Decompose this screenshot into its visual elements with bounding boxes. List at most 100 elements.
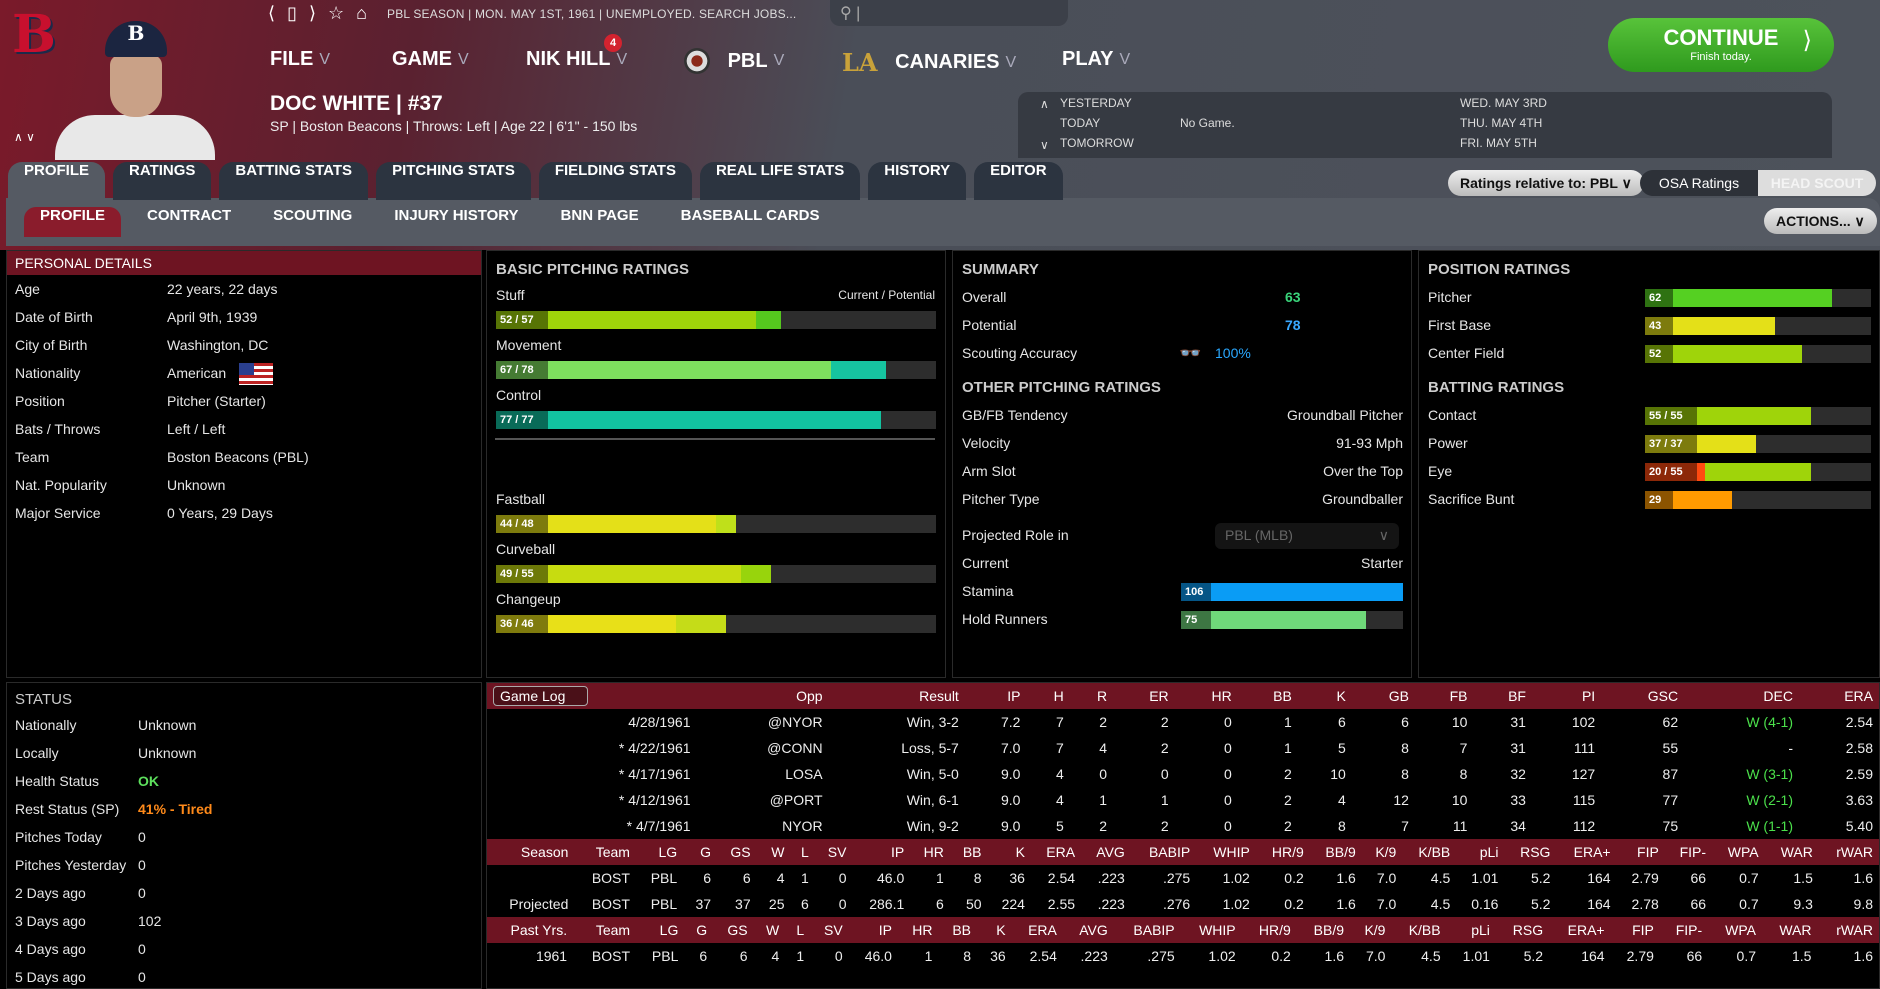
- column-header[interactable]: Team: [573, 917, 637, 943]
- column-header[interactable]: RSG: [1495, 917, 1550, 943]
- column-header[interactable]: rWAR: [1818, 839, 1879, 865]
- column-header[interactable]: AVG: [1062, 917, 1114, 943]
- column-header[interactable]: Result: [828, 683, 965, 709]
- column-header[interactable]: K: [977, 917, 1012, 943]
- star-icon[interactable]: ☆: [327, 3, 345, 23]
- column-header[interactable]: IP: [848, 917, 898, 943]
- down-arrow-icon[interactable]: ∨: [1040, 138, 1049, 152]
- table-row[interactable]: 1961 BOST PBL 6 6 4 1 0 46.0 1 8 36 2.54.223.275 1.02…: [487, 943, 1879, 969]
- tab-batting-stats[interactable]: BATTING STATS: [219, 162, 369, 200]
- subtab-baseball-cards[interactable]: BASEBALL CARDS: [680, 207, 820, 224]
- menu-team[interactable]: LA CANARIES V: [842, 48, 1017, 77]
- column-header[interactable]: IP: [964, 683, 1027, 709]
- column-header[interactable]: rWAR: [1817, 917, 1879, 943]
- column-header[interactable]: pLi: [1446, 917, 1496, 943]
- back-icon[interactable]: ⟨: [268, 3, 276, 23]
- column-header[interactable]: BABIP: [1130, 839, 1197, 865]
- tab-editor[interactable]: EDITOR: [974, 162, 1063, 200]
- column-header[interactable]: GSC: [1601, 683, 1685, 709]
- actions-button[interactable]: ACTIONS... ∨: [1764, 208, 1877, 234]
- column-header[interactable]: G: [684, 917, 714, 943]
- table-row[interactable]: BOST PBL 6 6 4 1 0 46.0 1 8 36 2.54.223.275 1.02 0.2 1…: [487, 865, 1879, 891]
- table-row[interactable]: * 4/22/1961 @CONN Loss, 5-7 7.0 7 4 2 0 1 5 8 7 31 11…: [487, 735, 1879, 761]
- column-header[interactable]: Team: [574, 839, 636, 865]
- column-header[interactable]: ERA+: [1556, 839, 1617, 865]
- column-header[interactable]: WHIP: [1196, 839, 1256, 865]
- forward-icon[interactable]: ⟩: [308, 3, 316, 23]
- column-header[interactable]: WHIP: [1180, 917, 1242, 943]
- column-header[interactable]: LG: [636, 917, 685, 943]
- menu-user[interactable]: NIK HILL V: [526, 48, 628, 70]
- column-header[interactable]: HR: [910, 839, 950, 865]
- subtab-scouting[interactable]: SCOUTING: [273, 207, 353, 224]
- column-header[interactable]: BB: [938, 917, 977, 943]
- head-scout-button[interactable]: HEAD SCOUT: [1758, 170, 1876, 196]
- table-row[interactable]: * 4/17/1961 LOSA Win, 5-0 9.0 4 0 0 0 2 10 8 8 32 127…: [487, 761, 1879, 787]
- column-header[interactable]: W: [756, 839, 791, 865]
- column-header[interactable]: BB: [1237, 683, 1298, 709]
- column-header[interactable]: HR/9: [1241, 917, 1297, 943]
- column-header[interactable]: HR: [1174, 683, 1238, 709]
- tab-real-life-stats[interactable]: REAL LIFE STATS: [699, 162, 861, 200]
- season-status[interactable]: PBL SEASON | MON. MAY 1ST, 1961 | UNEMPL…: [386, 6, 797, 21]
- menu-play[interactable]: PLAY V: [1062, 48, 1131, 70]
- column-header[interactable]: ERA: [1011, 917, 1063, 943]
- ratings-relative-select[interactable]: Ratings relative to: PBL ∨: [1448, 170, 1644, 196]
- column-header[interactable]: FIP: [1616, 839, 1665, 865]
- column-header[interactable]: WAR: [1762, 917, 1818, 943]
- column-header[interactable]: BB: [949, 839, 988, 865]
- column-header[interactable]: RSG: [1504, 839, 1557, 865]
- subtab-injury-history[interactable]: INJURY HISTORY: [394, 207, 519, 224]
- menu-file[interactable]: FILE V: [270, 48, 331, 70]
- column-header[interactable]: K/9: [1361, 839, 1403, 865]
- column-header[interactable]: HR: [897, 917, 939, 943]
- column-header[interactable]: WAR: [1764, 839, 1819, 865]
- column-header[interactable]: W: [753, 917, 786, 943]
- column-header[interactable]: ER: [1113, 683, 1175, 709]
- column-header[interactable]: Past Yrs.: [487, 917, 574, 943]
- column-header[interactable]: SV: [810, 917, 849, 943]
- tab-ratings[interactable]: RATINGS: [113, 162, 212, 200]
- column-header[interactable]: L: [785, 917, 811, 943]
- column-header[interactable]: GB: [1351, 683, 1415, 709]
- projected-role-select[interactable]: PBL (MLB) ∨: [1215, 523, 1399, 549]
- tab-profile[interactable]: PROFILE: [8, 162, 106, 200]
- column-header[interactable]: GS: [717, 839, 757, 865]
- column-header[interactable]: BB/9: [1309, 839, 1362, 865]
- tab-history[interactable]: HISTORY: [868, 162, 967, 200]
- column-header[interactable]: R: [1069, 683, 1114, 709]
- column-header[interactable]: BABIP: [1113, 917, 1181, 943]
- subtab-contract[interactable]: CONTRACT: [147, 207, 232, 224]
- tab-fielding-stats[interactable]: FIELDING STATS: [538, 162, 692, 200]
- table-row[interactable]: Projected BOST PBL 37 37 25 6 0 286.1 6 50 224 2.55.…: [487, 891, 1879, 917]
- subtab-profile[interactable]: PROFILE: [24, 207, 122, 237]
- column-header[interactable]: K/BB: [1391, 917, 1447, 943]
- column-header[interactable]: SV: [814, 839, 853, 865]
- column-header[interactable]: Opp: [696, 683, 829, 709]
- player-nav-arrows[interactable]: ∧ ∨: [14, 130, 35, 144]
- menu-game[interactable]: GAME V: [392, 48, 469, 70]
- column-header[interactable]: FIP: [1610, 917, 1660, 943]
- column-header[interactable]: G: [683, 839, 718, 865]
- column-header[interactable]: Season: [487, 839, 575, 865]
- continue-button[interactable]: CONTINUE Finish today. ⟩: [1608, 18, 1834, 72]
- column-header[interactable]: H: [1026, 683, 1070, 709]
- column-header[interactable]: DEC: [1684, 683, 1799, 709]
- column-header[interactable]: FIP-: [1659, 917, 1709, 943]
- column-header[interactable]: WPA: [1712, 839, 1765, 865]
- column-header[interactable]: pLi: [1456, 839, 1505, 865]
- column-header[interactable]: FB: [1414, 683, 1474, 709]
- table-row[interactable]: 4/28/1961 @NYOR Win, 3-2 7.2 7 2 2 0 1 6 6 10 31 102 6…: [487, 709, 1879, 735]
- column-header[interactable]: AVG: [1081, 839, 1131, 865]
- column-header[interactable]: LG: [635, 839, 684, 865]
- column-header[interactable]: L: [790, 839, 815, 865]
- subtab-bnn-page[interactable]: BNN PAGE: [560, 207, 639, 224]
- page-icon[interactable]: ▯: [287, 3, 297, 23]
- column-header[interactable]: ERA: [1798, 683, 1879, 709]
- column-header[interactable]: K/BB: [1402, 839, 1457, 865]
- column-header[interactable]: FIP-: [1664, 839, 1713, 865]
- column-header[interactable]: ERA: [1030, 839, 1082, 865]
- column-header[interactable]: WPA: [1708, 917, 1763, 943]
- column-header[interactable]: PI: [1531, 683, 1602, 709]
- table-row[interactable]: * 4/12/1961 @PORT Win, 6-1 9.0 4 1 1 0 2 4 12 10 33 1…: [487, 787, 1879, 813]
